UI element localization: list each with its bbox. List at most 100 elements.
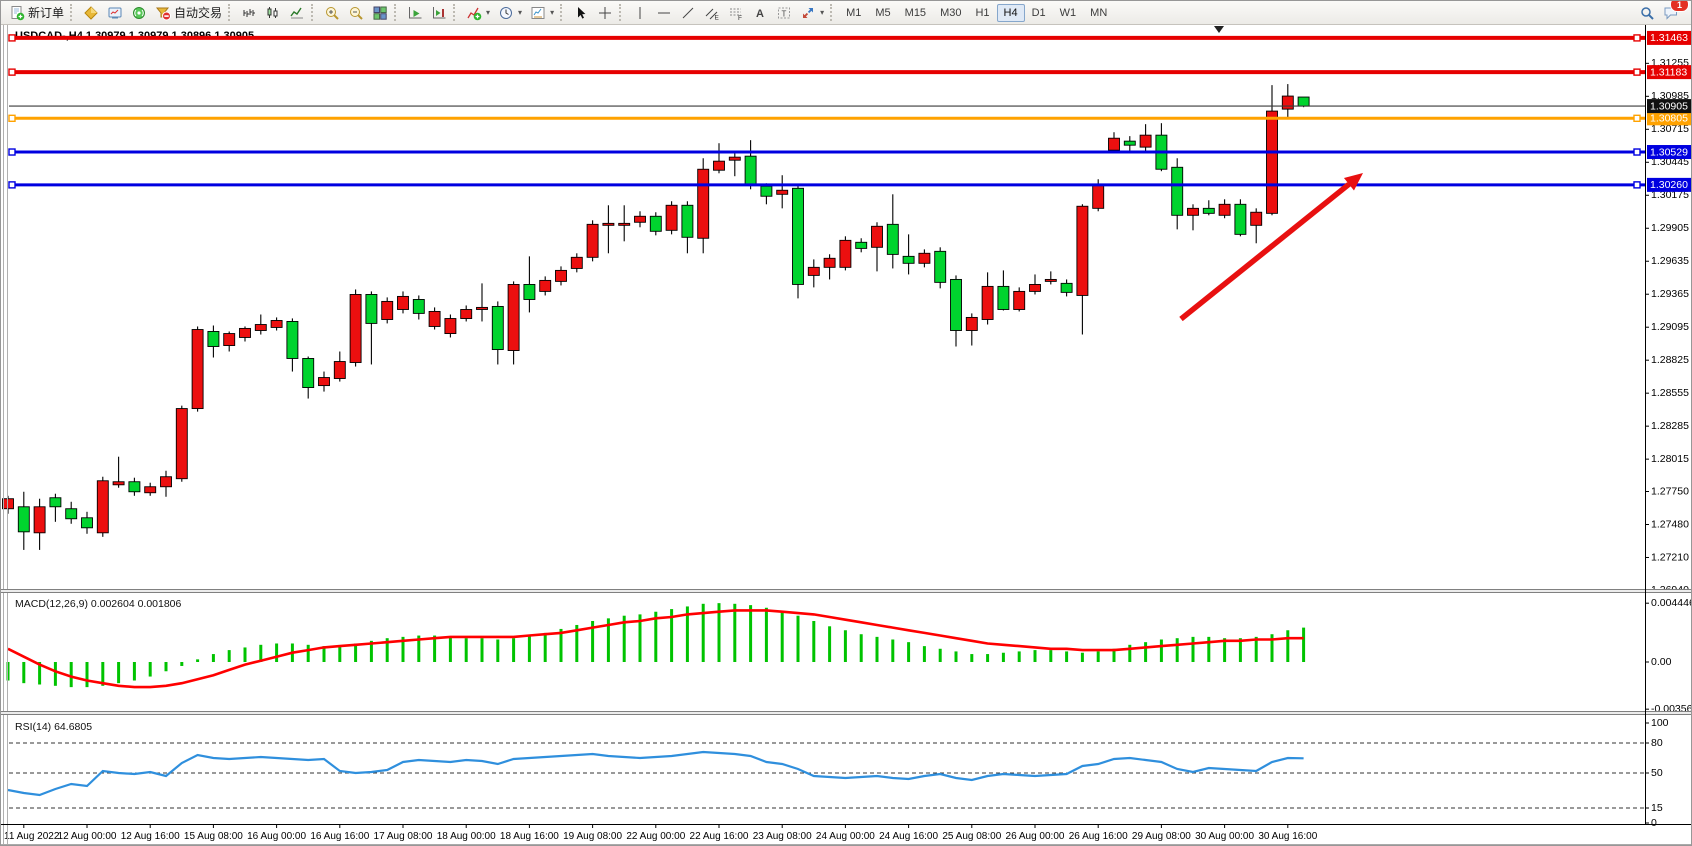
auto-scroll-icon [409,6,422,18]
periods-button[interactable]: ▾ [494,1,526,24]
chevron-down-icon: ▾ [486,8,491,17]
price-badge [1647,99,1691,114]
search-button[interactable] [1635,1,1659,24]
text-button[interactable]: A [748,1,772,24]
indicators-button[interactable]: ▾ [462,1,494,24]
crosshair-icon [599,6,612,19]
auto-trading-button-label: 自动交易 [174,6,223,20]
crosshair-button[interactable] [593,1,617,24]
toolbar-separator [453,4,458,21]
auto-trading-button[interactable]: 自动交易 [151,1,226,24]
price-tick: 1.27210 [1651,551,1689,563]
macd-label: MACD(12,26,9) 0.002604 0.001806 [15,598,182,610]
equidistant-channel-button[interactable]: E [700,1,724,24]
date-label: 30 Aug 16:00 [1258,831,1317,842]
date-label: 22 Aug 00:00 [626,831,685,842]
price-tick: 1.29095 [1651,321,1689,333]
candles-layer [2,84,1310,550]
text-label-button[interactable]: T [772,1,796,24]
cursor-button[interactable] [569,1,593,24]
price-badge [1647,111,1691,126]
vertical-line-icon [639,6,641,19]
svg-text:T: T [782,9,787,18]
svg-text:E: E [715,14,720,21]
line-chart-button[interactable] [285,1,309,24]
new-order-button[interactable]: 新订单 [5,1,68,24]
macd-pane: MACD(12,26,9) 0.002604 0.001806 [6,598,1306,689]
rsi-line [7,750,1304,797]
date-label: 17 Aug 08:00 [374,831,433,842]
price-tick: 1.28015 [1651,453,1689,465]
chevron-down-icon: ▾ [550,8,555,17]
templates-button[interactable]: ▾ [526,1,558,24]
candlestick-chart-button[interactable] [261,1,285,24]
toolbar-separator [70,4,75,21]
chart-shift-marker [1214,26,1224,33]
date-label: 24 Aug 00:00 [816,831,875,842]
rsi-axis-label: 80 [1651,737,1663,749]
svg-text:1.30905: 1.30905 [1650,100,1688,112]
price-badge [1647,65,1691,80]
timeframe-button-H4[interactable]: H4 [996,3,1025,22]
vertical-line-button[interactable] [628,1,652,24]
toolbar-separator [311,4,316,21]
arrows-icon [803,7,814,18]
charts-window-button[interactable] [103,1,127,24]
notification-badge: 1 [1670,1,1689,12]
date-label: 26 Aug 00:00 [1006,831,1065,842]
timeframe-button-H1[interactable]: H1 [975,6,990,19]
date-label: 22 Aug 16:00 [690,831,749,842]
price-tick: 1.29635 [1651,255,1689,267]
auto-scroll-button[interactable] [403,1,427,24]
horizontal-line-button[interactable] [652,1,676,24]
trendline-icon [682,7,694,18]
signal-button[interactable] [127,1,151,24]
zoom-in-button[interactable] [320,1,344,24]
chat-button[interactable]: 1 [1659,1,1689,24]
timeframe-button-M30[interactable]: M30 [940,6,962,19]
new-order-button-label: 新订单 [28,6,65,20]
charts-window-icon [108,7,122,18]
periods-clock-icon [500,6,513,19]
timeframe-button-W1[interactable]: W1 [1059,6,1077,19]
price-tick: 1.28555 [1651,387,1689,399]
trendline-button[interactable] [676,1,700,24]
metaquotes-button[interactable] [79,1,103,24]
tile-windows-button[interactable] [368,1,392,24]
toolbar-separator [830,4,835,21]
fibonacci-button[interactable]: F [724,1,748,24]
timeframe-button-MN[interactable]: MN [1090,6,1108,19]
chart-shift-button[interactable] [427,1,451,24]
zoom-out-button[interactable] [344,1,368,24]
templates-icon [531,6,545,19]
price-axis[interactable]: 1.312551.309851.307151.304451.301751.299… [1645,30,1692,829]
candlestick-chart-icon [267,6,278,18]
rsi-axis-label: 50 [1651,767,1663,779]
toolbar-separator [619,4,624,21]
rsi-axis-label: 100 [1651,717,1669,729]
timeframe-button-D1[interactable]: D1 [1031,6,1046,19]
timeframe-button-M5[interactable]: M5 [875,6,891,19]
timeframe-button-M15[interactable]: M15 [904,6,927,19]
bar-chart-button[interactable] [237,1,261,24]
rsi-axis-label: 15 [1651,802,1663,814]
fibonacci-icon: F [730,8,742,21]
toolbar: 新订单 自动交易 ▾ ▾ ▾ E F A T ▾ M1 M5 M15 M30 H1 H4 D1 W1 MN 1 [1,1,1691,25]
date-label: 18 Aug 16:00 [500,831,559,842]
toolbar-separator [560,4,565,21]
svg-text:F: F [738,15,742,21]
zoom-out-icon [350,6,363,20]
timeframe-button-M1[interactable]: M1 [846,6,862,19]
price-badge [1647,30,1691,45]
date-label: 25 Aug 08:00 [942,831,1001,842]
auto-trading-icon [155,7,172,20]
bar-chart-icon [243,8,256,17]
price-tick: 1.30715 [1651,123,1689,135]
price-tick: 1.29365 [1651,288,1689,300]
arrows-button[interactable]: ▾ [796,1,828,24]
price-tick: 1.27750 [1651,485,1689,497]
macd-axis-label: 0.00 [1651,656,1672,668]
